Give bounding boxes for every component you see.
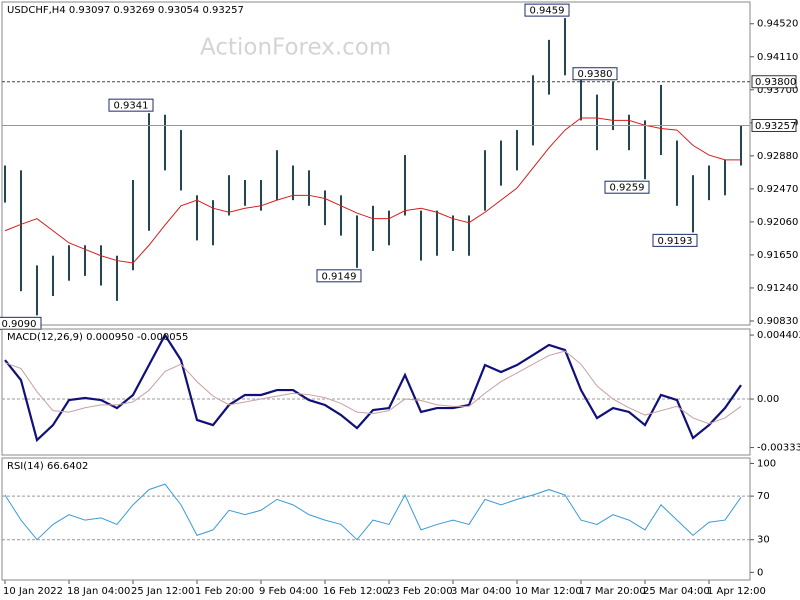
x-tick-label: 23 Feb 20:00: [387, 586, 453, 597]
y-tick-label: 0.004403: [757, 330, 800, 341]
x-tick-label: 17 Mar 20:00: [579, 586, 646, 597]
y-tick-label: 0.93700: [757, 85, 798, 96]
x-tick-label: 10 Jan 2022: [3, 586, 63, 597]
panel-title: MACD(12,26,9) 0.000950 -0.000055: [7, 332, 188, 343]
y-tick-label: 100: [757, 458, 776, 469]
panel-frame: [1, 457, 751, 581]
panel-title: RSI(14) 66.6402: [7, 461, 88, 472]
y-tick-label: 30: [757, 535, 770, 546]
x-tick-label: 25 Mar 04:00: [643, 586, 710, 597]
x-tick-label: 1 Apr 12:00: [707, 586, 766, 597]
annotation-box: [652, 233, 698, 247]
moving-average: [4, 117, 741, 264]
annotation-label: 0.9341: [114, 101, 149, 112]
y-tick-label: 0.94520: [757, 19, 798, 30]
level-label-box: [751, 118, 797, 132]
panel-frame: [1, 1, 751, 326]
x-tick-label: 1 Feb 20:00: [195, 586, 254, 597]
y-tick-label: 0.90830: [757, 316, 798, 327]
indicator-line: [4, 350, 742, 425]
y-tick-label: -0.003338: [757, 443, 800, 454]
panel-title: USDCHF,H4 0.93097 0.93269 0.93054 0.9325…: [7, 5, 244, 16]
x-tick-label: 3 Mar 04:00: [451, 586, 511, 597]
annotation-label: 0.9459: [530, 6, 565, 17]
y-tick-label: 70: [757, 491, 770, 502]
annotation-box: [524, 3, 570, 17]
x-tick-label: 18 Jan 04:00: [67, 586, 130, 597]
y-tick-label: 0.91240: [757, 283, 798, 294]
watermark: ActionForex.com: [200, 35, 391, 61]
y-tick-label: 0.92470: [757, 184, 798, 195]
annotation-box: [572, 67, 618, 81]
panel-frame: [1, 328, 751, 456]
y-tick-label: 0.92880: [757, 151, 798, 162]
x-tick-label: 10 Mar 12:00: [515, 586, 582, 597]
annotation-label: 0.9380: [578, 69, 613, 80]
y-tick-label: 0.00: [757, 394, 779, 405]
annotation-box: [108, 98, 154, 112]
annotation-label: 0.9090: [2, 319, 37, 330]
level-label: 0.93257: [755, 121, 796, 132]
x-tick-label: 9 Feb 04:00: [259, 586, 318, 597]
indicator-line: [4, 483, 742, 541]
y-tick-label: 0.92060: [757, 217, 798, 228]
y-tick-label: 0: [757, 567, 763, 578]
x-tick-label: 25 Jan 12:00: [131, 586, 194, 597]
annotation-box: [316, 269, 362, 283]
y-tick-label: 0.94110: [757, 52, 798, 63]
annotation-label: 0.9193: [658, 236, 693, 247]
y-tick-label: 0.91650: [757, 250, 798, 261]
indicator-line: [4, 332, 742, 443]
level-label-box: [751, 75, 797, 89]
x-tick-label: 16 Feb 12:00: [323, 586, 389, 597]
annotation-label: 0.9149: [322, 271, 357, 282]
annotation-box: [604, 180, 650, 194]
annotation-label: 0.9259: [610, 183, 645, 194]
level-label: 0.93800: [755, 77, 796, 88]
